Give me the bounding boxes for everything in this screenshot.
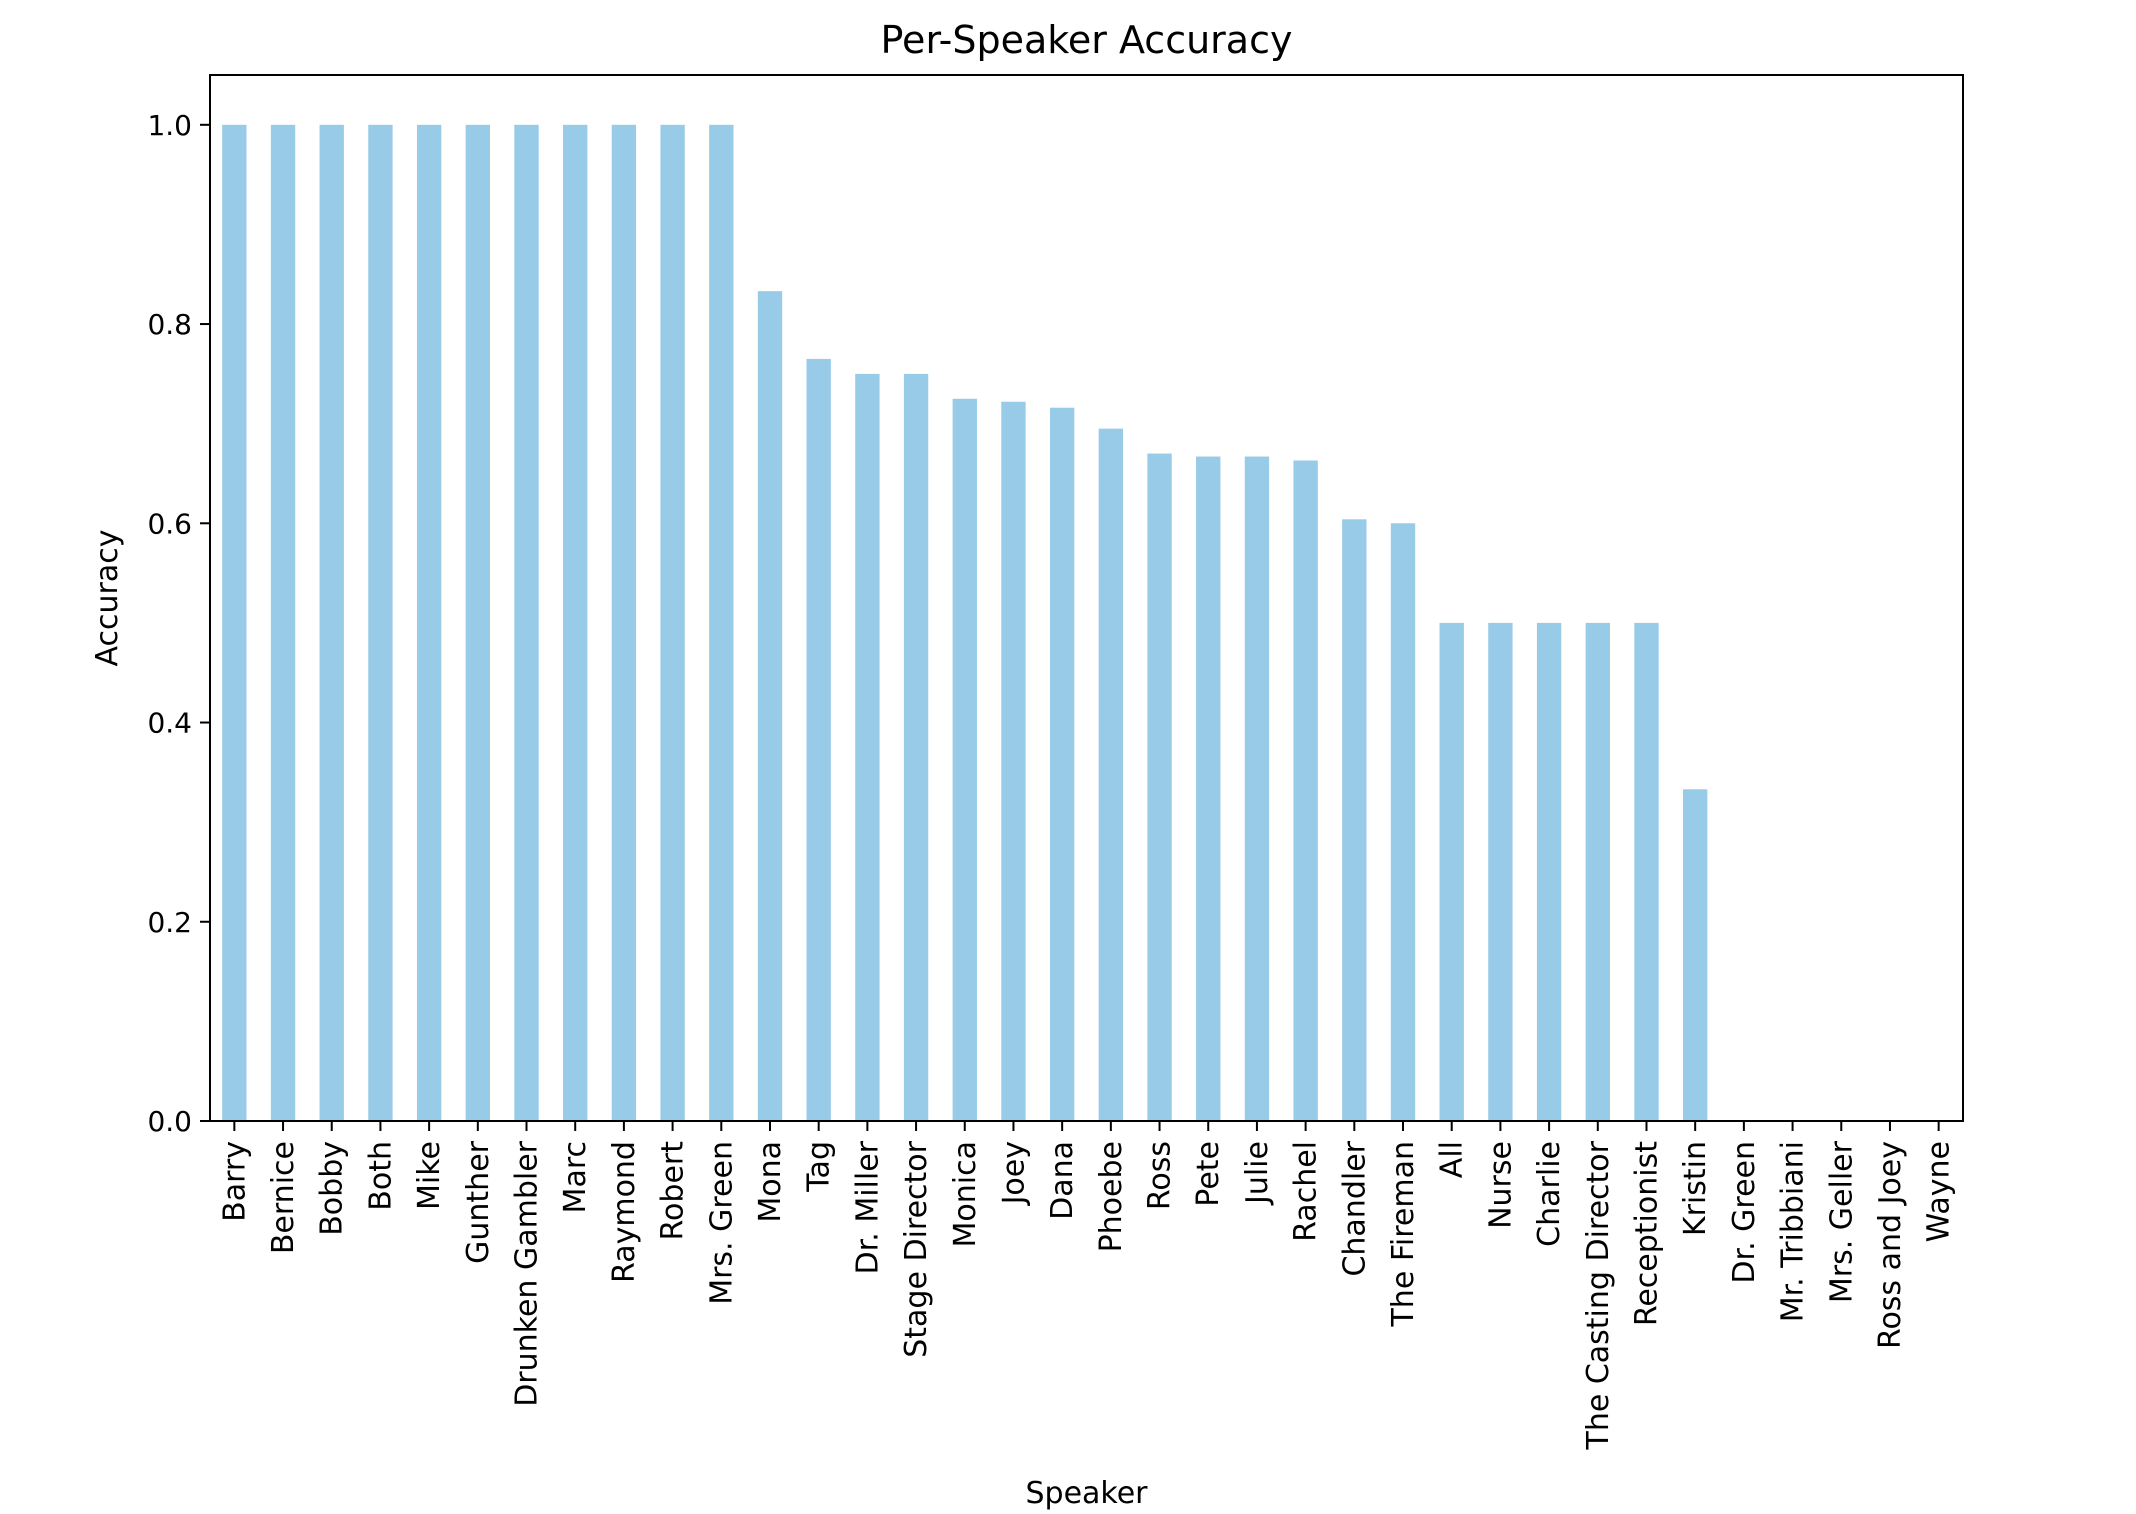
x-tick-label: Mrs. Geller [1824, 1140, 1859, 1303]
x-tick-label: Dr. Miller [850, 1140, 885, 1274]
x-tick-label: Marc [558, 1141, 593, 1213]
x-tick-label: Drunken Gambler [510, 1140, 545, 1406]
bar-monica [952, 398, 977, 1121]
bar-barry [222, 124, 247, 1122]
bar-rachel [1293, 460, 1318, 1121]
bar-robert [660, 124, 685, 1122]
x-tick-label: Charlie [1532, 1141, 1567, 1247]
bar-both [368, 124, 393, 1122]
x-tick-label: Dr. Green [1727, 1141, 1762, 1284]
x-tick-label: Tag [802, 1141, 837, 1193]
bar-mike [416, 124, 442, 1122]
x-tick-label: Dana [1045, 1141, 1080, 1220]
x-tick-label: Bernice [266, 1141, 301, 1254]
x-tick-label: Gunther [461, 1140, 496, 1264]
bar-mrs-green [709, 124, 734, 1122]
x-axis-label: Speaker [1025, 1476, 1148, 1510]
chart-title: Per-Speaker Accuracy [881, 18, 1293, 62]
bar-bernice [270, 124, 296, 1122]
bar-the-fireman [1390, 523, 1416, 1121]
bar-pete [1196, 456, 1221, 1121]
y-tick-label: 0.0 [147, 1105, 192, 1138]
bar-ross [1147, 453, 1172, 1121]
x-tick-label: Pete [1191, 1141, 1226, 1207]
x-tick-label: Phoebe [1094, 1141, 1129, 1252]
x-tick-label: Chandler [1337, 1140, 1372, 1276]
bar-receptionist [1634, 622, 1659, 1121]
x-tick-label: All [1435, 1141, 1470, 1178]
x-tick-label: Raymond [607, 1141, 642, 1283]
x-tick-label: Wayne [1922, 1141, 1957, 1242]
x-tick-label: Receptionist [1629, 1141, 1664, 1326]
bar-tag [806, 358, 831, 1121]
x-tick-label: The Casting Director [1581, 1140, 1616, 1450]
y-tick-label: 0.2 [147, 906, 192, 939]
y-axis-ticks: 0.0 0.2 0.4 0.6 0.8 1.0 [147, 109, 210, 1138]
bar-chandler [1342, 519, 1367, 1121]
bar-the-casting-director [1585, 622, 1610, 1121]
x-tick-label: Kristin [1678, 1141, 1713, 1236]
x-tick-label: Mike [412, 1141, 447, 1210]
bar-gunther [465, 124, 490, 1122]
x-tick-label: The Fireman [1386, 1141, 1421, 1328]
bar-mona [757, 291, 783, 1121]
bar-all [1439, 622, 1464, 1121]
x-tick-label: Both [363, 1141, 398, 1211]
x-tick-label: Rachel [1289, 1141, 1324, 1242]
x-tick-label: Ross [1143, 1141, 1178, 1210]
x-tick-label: Monica [948, 1141, 983, 1247]
bar-marc [563, 124, 588, 1122]
bars-layer [222, 124, 1708, 1122]
y-tick-label: 0.8 [147, 308, 192, 341]
x-axis-ticks: Barry Bernice Bobby Both Mike Gunther Drunken … [217, 1121, 1957, 1451]
bar-joey [1001, 401, 1026, 1121]
y-tick-label: 0.4 [147, 707, 192, 740]
y-tick-label: 0.6 [147, 507, 192, 540]
x-tick-label: Ross and Joey [1873, 1141, 1908, 1349]
x-tick-label: Robert [656, 1141, 691, 1241]
bar-dana [1049, 407, 1075, 1121]
y-tick-label: 1.0 [147, 109, 192, 142]
x-tick-label: Bobby [315, 1141, 350, 1236]
bar-phoebe [1098, 428, 1124, 1122]
bar-julie [1244, 456, 1270, 1121]
bar-stage-director [903, 373, 929, 1121]
bar-nurse [1488, 622, 1513, 1121]
x-tick-label: Mona [753, 1141, 788, 1223]
bar-bobby [319, 124, 344, 1122]
x-tick-label: Barry [217, 1141, 252, 1222]
x-tick-label: Julie [1240, 1141, 1275, 1206]
bar-dr-miller [855, 373, 880, 1121]
x-tick-label: Joey [996, 1141, 1031, 1206]
y-axis-label: Accuracy [90, 530, 125, 667]
x-tick-label: Stage Director [899, 1140, 934, 1357]
x-tick-label: Nurse [1483, 1141, 1518, 1229]
bar-charlie [1536, 622, 1562, 1121]
bar-drunken-gambler [514, 124, 539, 1122]
bar-kristin [1683, 789, 1708, 1121]
plot-frame [209, 74, 1964, 1122]
x-tick-label: Mrs. Green [704, 1141, 739, 1305]
bar-raymond [611, 124, 637, 1122]
x-tick-label: Mr. Tribbiani [1776, 1141, 1811, 1322]
